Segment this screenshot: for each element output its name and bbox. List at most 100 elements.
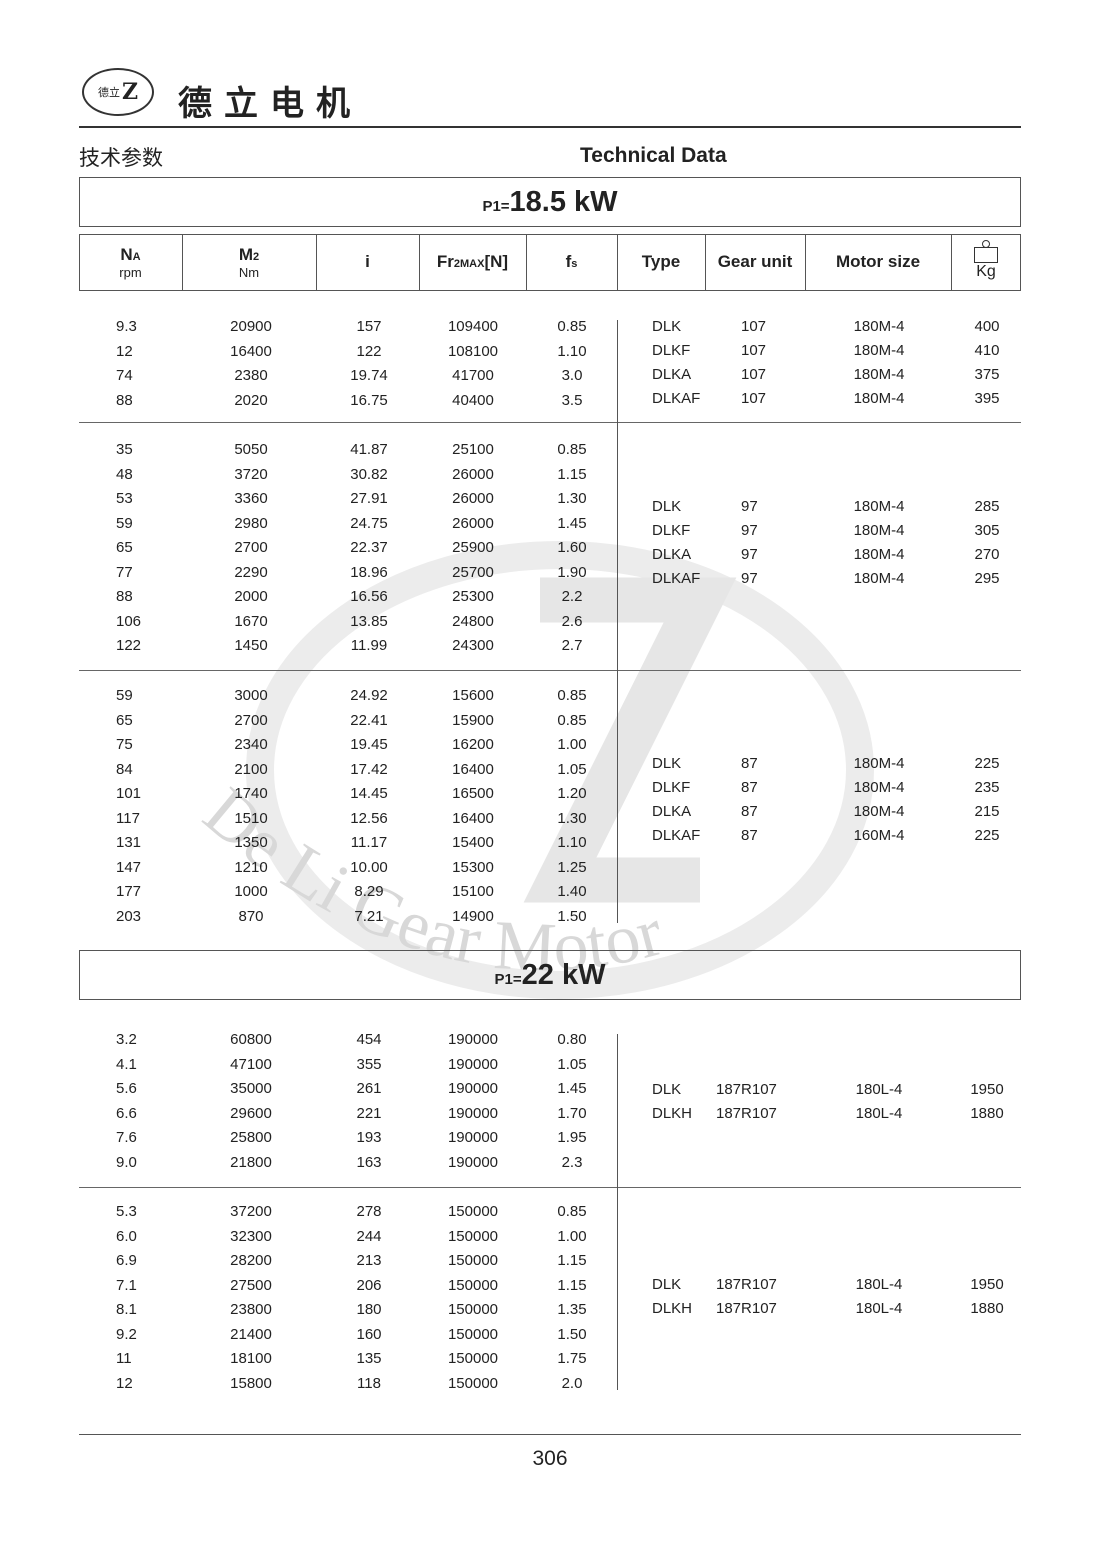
cell-fr2max: 150000: [447, 1374, 499, 1392]
cell-m2: 28200: [230, 1252, 272, 1269]
col-kg: Kg: [951, 234, 1021, 290]
cell-fr2max: 150000: [447, 1325, 499, 1343]
cell-i: 160: [356, 1325, 382, 1343]
cell-fr2max: 190000: [447, 1080, 499, 1097]
cell-fs: 0.85: [557, 687, 587, 704]
cell-m2: 23800: [230, 1301, 272, 1318]
cell-na: 106: [116, 612, 142, 630]
cell-weight: 395: [974, 390, 1000, 407]
cell-i: 24.92: [350, 687, 388, 704]
cell-i: 41.87: [350, 441, 388, 458]
cell-type: DLKH: [652, 1105, 693, 1122]
cell-gear-unit: 107: [741, 342, 767, 359]
cell-motor-size: 180M-4: [853, 522, 905, 539]
cell-fr2max: 15300: [452, 858, 494, 876]
cell-fr2max: 150000: [447, 1276, 499, 1294]
cell-motor-size: 180M-4: [853, 546, 905, 563]
cell-fs: 1.45: [557, 514, 587, 532]
cell-m2: 5050: [234, 441, 268, 458]
cell-fs: 2.0: [561, 1374, 583, 1392]
cell-fs: 1.20: [557, 785, 587, 802]
cell-type: DLKAF: [652, 390, 701, 407]
cell-m2: 21400: [230, 1325, 272, 1343]
cell-weight: 225: [974, 755, 1000, 772]
cell-gear-unit: 107: [741, 390, 767, 407]
cell-motor-size: 180M-4: [853, 366, 905, 383]
company-logo: 德立 Z: [82, 68, 154, 116]
cell-i: 7.21: [354, 907, 384, 925]
col-gear-unit: Gear unit: [717, 252, 793, 271]
power-header-2: P1= 22 kW: [79, 950, 1021, 1000]
cell-type: DLKA: [652, 803, 692, 820]
cell-weight: 295: [974, 570, 1000, 587]
cell-weight: 1950: [970, 1081, 1004, 1098]
cell-m2: 2000: [234, 588, 268, 605]
cell-i: 193: [356, 1129, 382, 1146]
cell-i: 17.42: [350, 760, 388, 778]
logo-chars: 德立: [97, 86, 120, 99]
cell-fr2max: 26000: [452, 514, 494, 532]
cell-gear-unit: 97: [741, 570, 758, 587]
cell-fs: 1.60: [557, 539, 587, 556]
col-type: Type: [641, 252, 681, 271]
cell-fr2max: 15600: [452, 687, 494, 704]
cell-i: 135: [356, 1350, 382, 1367]
col-na: NA rpm: [119, 244, 142, 280]
cell-i: 122: [356, 342, 382, 360]
cell-weight: 410: [974, 342, 1000, 359]
cell-i: 19.45: [350, 736, 388, 753]
cell-gear-unit: 87: [741, 803, 758, 820]
cell-fs: 1.90: [557, 563, 587, 581]
cell-fr2max: 15900: [452, 711, 494, 729]
cell-fs: 1.00: [557, 736, 587, 753]
cell-fs: 0.85: [557, 1203, 587, 1220]
cell-type: DLKH: [652, 1300, 693, 1317]
cell-na: 7.1: [116, 1276, 137, 1294]
cell-fr2max: 25300: [452, 588, 494, 605]
cell-i: 454: [356, 1031, 382, 1048]
cell-na: 53: [116, 490, 133, 507]
cell-m2: 15800: [230, 1374, 272, 1392]
col-fs: fs: [565, 252, 578, 271]
cell-m2: 2700: [234, 539, 268, 556]
cell-m2: 2290: [234, 563, 268, 581]
cell-weight: 270: [974, 546, 1000, 563]
cell-fs: 1.15: [557, 1252, 587, 1269]
cell-m2: 3000: [234, 687, 268, 704]
cell-na: 5.3: [116, 1203, 137, 1220]
cell-m2: 29600: [230, 1104, 272, 1122]
cell-m2: 1510: [234, 809, 268, 827]
cell-weight: 215: [974, 803, 1000, 820]
cell-gear-unit: 87: [741, 827, 758, 844]
cell-na: 7.6: [116, 1129, 137, 1146]
cell-type: DLKAF: [652, 827, 701, 844]
cell-gear-unit: 97: [741, 522, 758, 539]
cell-m2: 2700: [234, 711, 268, 729]
cell-fs: 1.05: [557, 1055, 587, 1073]
section-title-cn: 技术参数: [79, 147, 163, 170]
cell-i: 12.56: [350, 809, 388, 827]
cell-m2: 1450: [234, 637, 268, 654]
cell-fs: 1.10: [557, 834, 587, 851]
cell-fr2max: 150000: [447, 1350, 499, 1367]
cell-fr2max: 109400: [447, 318, 499, 335]
cell-fs: 0.85: [557, 318, 587, 335]
cell-na: 203: [116, 907, 142, 925]
cell-na: 101: [116, 785, 142, 802]
cell-fr2max: 24800: [452, 612, 494, 630]
cell-i: 221: [356, 1104, 382, 1122]
cell-weight: 1880: [970, 1105, 1004, 1122]
cell-m2: 3360: [234, 490, 268, 507]
cell-na: 11: [116, 1350, 132, 1367]
cell-type: DLK: [652, 318, 682, 335]
cell-fr2max: 150000: [447, 1227, 499, 1245]
header-divider: [79, 126, 1021, 128]
cell-fr2max: 41700: [452, 367, 494, 384]
cell-na: 35: [116, 441, 133, 458]
cell-weight: 400: [974, 318, 1000, 335]
cell-weight: 1950: [970, 1276, 1004, 1293]
cell-m2: 60800: [230, 1031, 272, 1048]
cell-motor-size: 160M-4: [853, 827, 905, 844]
cell-fs: 1.10: [557, 342, 587, 360]
cell-i: 11.99: [350, 637, 388, 654]
